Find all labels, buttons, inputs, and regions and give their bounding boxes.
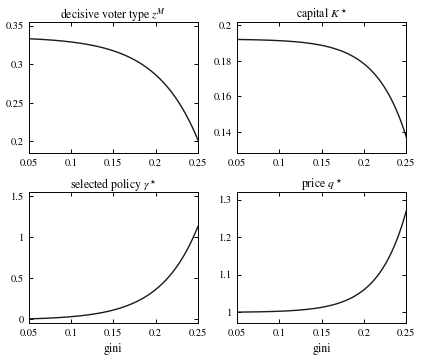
X-axis label: gini: gini bbox=[104, 343, 123, 356]
Title: capital $K^\star$: capital $K^\star$ bbox=[296, 6, 348, 22]
X-axis label: gini: gini bbox=[312, 343, 331, 356]
Title: price $q^\star$: price $q^\star$ bbox=[301, 176, 343, 193]
Title: selected policy $\gamma^\star$: selected policy $\gamma^\star$ bbox=[69, 176, 157, 193]
Title: decisive voter type $z^M$: decisive voter type $z^M$ bbox=[60, 5, 166, 22]
